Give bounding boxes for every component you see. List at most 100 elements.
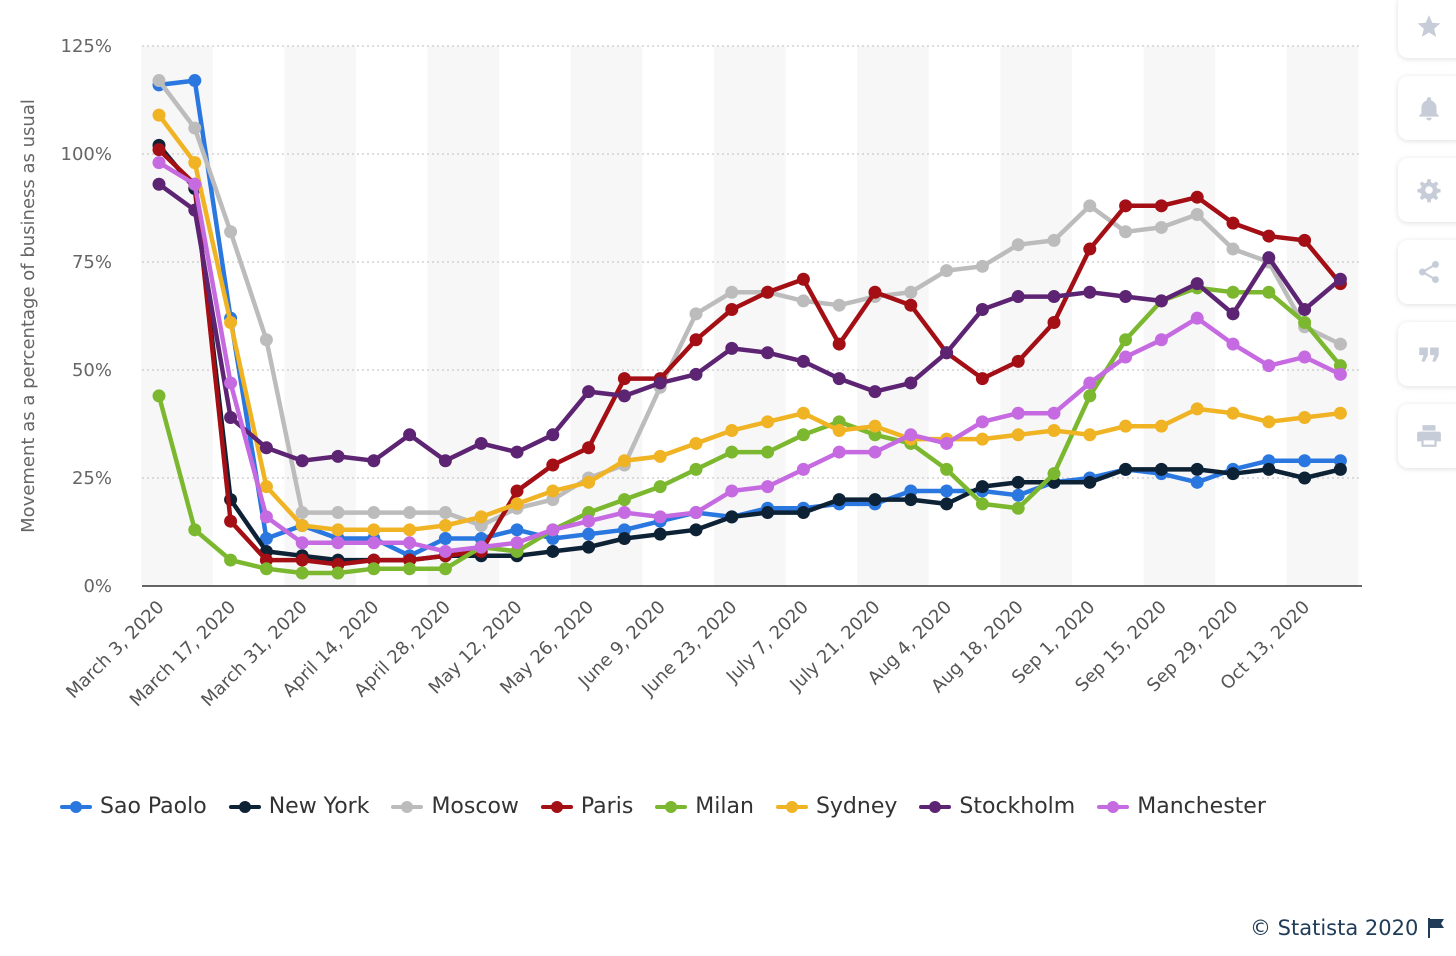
favorite-button[interactable] (1398, 0, 1456, 58)
data-point (761, 415, 775, 429)
data-point (1011, 354, 1025, 368)
data-point (1226, 467, 1240, 481)
data-point (1011, 488, 1025, 502)
data-point (761, 285, 775, 299)
data-point (546, 523, 560, 537)
data-point (1047, 290, 1061, 304)
legend-item[interactable]: Paris (540, 794, 633, 819)
legend-item[interactable]: Sao Paolo (60, 794, 207, 819)
y-tick-label: 125% (61, 36, 112, 57)
data-point (1047, 423, 1061, 437)
data-point (259, 562, 273, 576)
data-point (1298, 350, 1312, 364)
data-point (510, 497, 524, 511)
legend-marker (540, 799, 573, 815)
data-point (617, 372, 631, 386)
data-point (1011, 501, 1025, 515)
background-band (1143, 46, 1216, 586)
data-point (868, 285, 882, 299)
data-point (403, 536, 417, 550)
data-point (224, 514, 238, 528)
legend-marker (391, 799, 424, 815)
data-point (1083, 428, 1097, 442)
data-point (188, 156, 202, 170)
share-icon (1419, 260, 1439, 284)
series-lines (152, 74, 1347, 580)
data-point (689, 367, 703, 381)
settings-button[interactable] (1398, 158, 1456, 222)
data-point (975, 432, 989, 446)
data-point (940, 436, 954, 450)
data-point (259, 480, 273, 494)
data-point (1011, 290, 1025, 304)
data-point (725, 445, 739, 459)
data-point (582, 527, 596, 541)
legend-item[interactable]: Sydney (775, 794, 897, 819)
data-point (796, 462, 810, 476)
data-point (1226, 285, 1240, 299)
legend-item[interactable]: Moscow (391, 794, 519, 819)
data-point (904, 428, 918, 442)
series-line (156, 160, 1343, 554)
data-point (975, 480, 989, 494)
data-point (904, 376, 918, 390)
data-point (940, 346, 954, 360)
data-point (1047, 406, 1061, 420)
data-point (1154, 294, 1168, 308)
data-point (1119, 462, 1133, 476)
data-point (653, 376, 667, 390)
background-band (1000, 46, 1072, 586)
data-point (617, 389, 631, 403)
data-point (331, 449, 345, 463)
share-button[interactable] (1398, 240, 1456, 304)
data-point (689, 436, 703, 450)
data-point (725, 303, 739, 317)
data-point (832, 493, 846, 507)
data-point (152, 108, 166, 122)
data-point (868, 493, 882, 507)
data-point (295, 506, 309, 520)
data-point (1298, 233, 1312, 247)
legend-label: Moscow (431, 794, 519, 819)
legend-item[interactable]: New York (228, 794, 369, 819)
data-point (1083, 199, 1097, 213)
data-point (1154, 462, 1168, 476)
data-point (582, 540, 596, 554)
legend-item[interactable]: Stockholm (919, 794, 1075, 819)
legend-item[interactable]: Manchester (1097, 794, 1266, 819)
data-point (1011, 475, 1025, 489)
print-button[interactable] (1398, 404, 1456, 468)
star-icon (1417, 15, 1441, 37)
notification-button[interactable] (1398, 76, 1456, 140)
data-point (1298, 454, 1312, 468)
data-point (367, 523, 381, 537)
data-point (1119, 419, 1133, 433)
data-point (653, 449, 667, 463)
data-point (510, 523, 524, 537)
data-point (617, 531, 631, 545)
flag-icon[interactable] (1426, 917, 1448, 939)
data-point (474, 510, 488, 524)
data-point (1119, 199, 1133, 213)
data-point (224, 553, 238, 567)
credit-text[interactable]: © Statista 2020 (1250, 916, 1419, 940)
data-point (331, 536, 345, 550)
data-point (295, 519, 309, 533)
data-point (1190, 207, 1204, 221)
data-point (1083, 376, 1097, 390)
data-point (689, 307, 703, 321)
data-point (188, 121, 202, 135)
data-point (1333, 406, 1347, 420)
data-point (725, 510, 739, 524)
data-point (1333, 367, 1347, 381)
data-point (582, 385, 596, 399)
gear-icon (1417, 179, 1441, 203)
data-point (546, 428, 560, 442)
data-point (152, 156, 166, 170)
cite-button[interactable] (1398, 322, 1456, 386)
data-point (1047, 233, 1061, 247)
data-point (546, 484, 560, 498)
data-point (295, 566, 309, 580)
legend-item[interactable]: Milan (655, 794, 754, 819)
